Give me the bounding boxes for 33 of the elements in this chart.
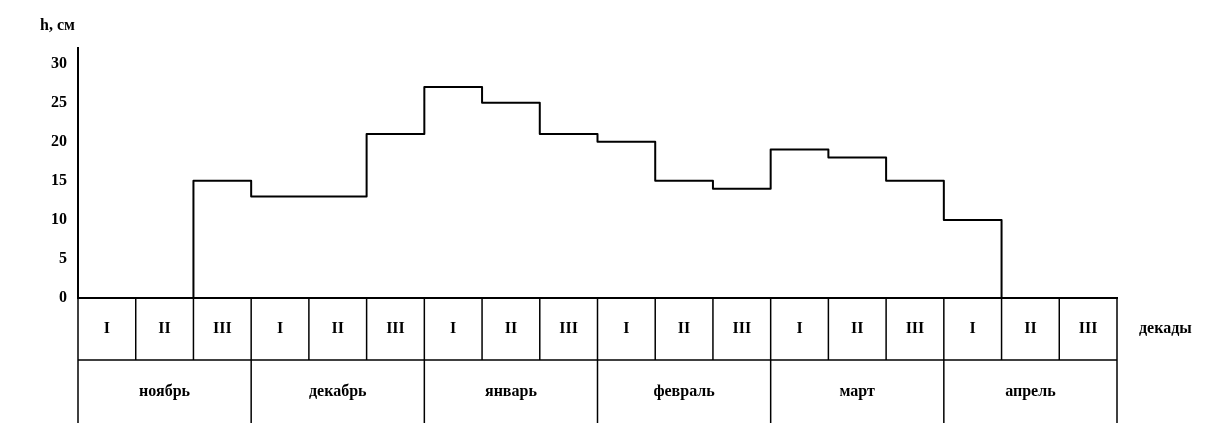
x-tick-label: II [1024,319,1037,337]
y-tick-label: 25 [51,92,67,110]
x-tick-label: I [796,319,803,337]
x-tick-label: I [623,319,630,337]
x-tick-label: III [212,319,232,337]
x-tick-label: III [905,319,925,337]
x-tick-label: I [969,319,976,337]
x-axis-title: декады [1139,319,1193,337]
y-tick-label: 15 [51,170,67,188]
x-tick-label: III [1078,319,1098,337]
x-tick-label: III [559,319,578,337]
x-tick-label: II [851,319,864,337]
x-tick-label: I [450,319,457,337]
x-tick-label: II [158,319,171,337]
y-tick-label: 5 [59,249,67,267]
y-tick-label: 10 [51,210,67,228]
x-tick-label: II [331,319,344,337]
y-tick-label: 0 [59,288,67,306]
y-tick-label: 30 [51,53,67,71]
text: январь [484,382,538,401]
text: декабрь [308,382,368,401]
y-tick-label: 20 [51,131,67,149]
x-tick-label: III [732,319,752,337]
text: апрель [1005,382,1057,401]
x-tick-label: I [276,319,284,337]
x-tick-label: III [386,319,405,337]
y-axis-title: h, см [40,16,75,34]
x-tick-label: I [103,319,110,337]
x-tick-label: II [677,319,691,337]
text: март [839,382,876,401]
text: ноябрь [139,382,191,401]
x-tick-label: II [504,319,518,337]
text: февраль [653,382,716,401]
